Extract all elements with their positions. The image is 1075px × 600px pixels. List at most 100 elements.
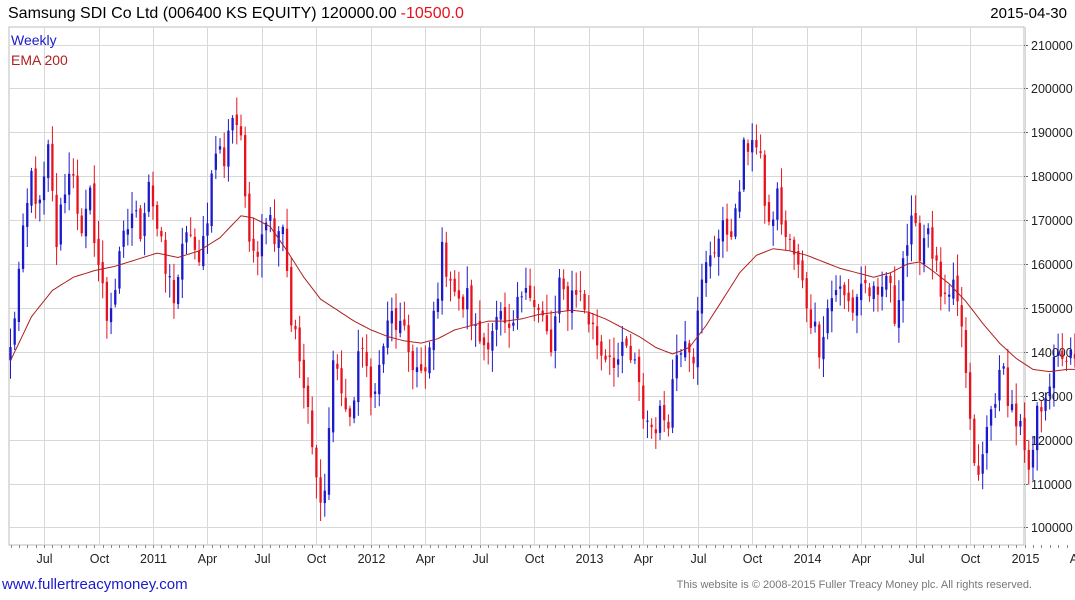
- candle-body: [654, 429, 657, 434]
- candle-body: [114, 290, 117, 305]
- candle-body: [344, 397, 347, 410]
- candle-body: [1002, 366, 1005, 369]
- chart-title: Samsung SDI Co Ltd (006400 KS EQUITY) 12…: [8, 5, 464, 23]
- candle-body: [1052, 356, 1056, 389]
- candle-body: [868, 287, 871, 297]
- candle-body: [570, 290, 574, 313]
- candle-body: [147, 181, 150, 212]
- candle-body: [725, 218, 729, 235]
- candle-body: [369, 366, 373, 398]
- candle-body: [487, 342, 490, 350]
- candle-body: [646, 420, 649, 422]
- candle-body: [390, 311, 393, 324]
- candle-body: [847, 292, 850, 302]
- candle-body: [663, 404, 666, 421]
- candle-body: [361, 347, 364, 349]
- candle-body: [373, 391, 377, 394]
- candle-body: [629, 345, 632, 361]
- candle-body: [101, 262, 104, 284]
- candle-body: [512, 322, 515, 326]
- candle-body: [172, 279, 176, 304]
- x-tick-label: Oct: [743, 552, 763, 566]
- candle-body: [122, 230, 125, 247]
- candle-body: [306, 385, 310, 407]
- candle-body: [508, 323, 511, 328]
- candle-body: [671, 379, 674, 428]
- candle-body: [809, 309, 813, 328]
- x-tick-label: Jul: [37, 552, 53, 566]
- y-tick-label: 180000: [1031, 170, 1073, 184]
- candle-body: [336, 363, 339, 369]
- candle-body: [696, 310, 699, 368]
- candle-body: [742, 139, 745, 190]
- candle-body: [193, 236, 197, 250]
- candle-body: [285, 228, 289, 271]
- candle-body: [399, 320, 402, 334]
- candle-body: [973, 418, 976, 464]
- candle-body: [139, 208, 142, 239]
- candle-body: [667, 421, 670, 429]
- candle-body: [650, 424, 653, 428]
- candle-body: [998, 369, 1001, 401]
- candle-body: [38, 199, 41, 204]
- candle-body: [294, 326, 297, 330]
- candle-body: [927, 228, 930, 235]
- x-tick-label: Apr: [634, 552, 653, 566]
- candle-body: [834, 290, 838, 296]
- candle-body: [466, 288, 469, 310]
- candle-body: [63, 194, 67, 204]
- candle-body: [340, 368, 343, 394]
- candle-body: [210, 173, 213, 227]
- candle-body: [185, 232, 188, 243]
- candle-body: [566, 286, 569, 311]
- candle-body: [482, 337, 486, 346]
- candle-body: [415, 367, 419, 373]
- y-tick-label: 150000: [1031, 302, 1073, 316]
- x-tick-label: Oct: [525, 552, 545, 566]
- candle-body: [776, 188, 779, 220]
- candle-body: [206, 223, 209, 236]
- candle-body: [1019, 420, 1022, 427]
- candle-body: [713, 252, 716, 254]
- candle-body: [403, 319, 406, 326]
- candle-body: [818, 324, 821, 358]
- candle-body: [269, 215, 272, 221]
- candle-body: [181, 243, 184, 280]
- y-tick-label: 160000: [1031, 258, 1073, 272]
- candle-body: [227, 130, 230, 167]
- candle-body: [13, 318, 16, 345]
- candle-body: [290, 266, 293, 326]
- x-tick-label: Apr: [852, 552, 871, 566]
- candle-body: [767, 202, 771, 222]
- candle-body: [239, 126, 243, 136]
- candle-body: [478, 320, 481, 342]
- candle-body: [197, 250, 201, 263]
- candle-body: [440, 241, 444, 301]
- chart-date: 2015-04-30: [990, 5, 1067, 22]
- candle-body: [943, 292, 947, 294]
- website-link[interactable]: www.fullertreacymoney.com: [2, 576, 188, 593]
- candle-body: [805, 278, 808, 309]
- candle-body: [1027, 449, 1030, 470]
- y-tick-label: 130000: [1031, 390, 1073, 404]
- x-tick-label: 2012: [358, 552, 386, 566]
- candle-body: [1056, 351, 1060, 356]
- x-tick-label: 2013: [576, 552, 604, 566]
- legend-weekly: Weekly: [11, 32, 57, 48]
- ema-200-line: [10, 215, 1075, 373]
- x-tick-label: Jul: [691, 552, 707, 566]
- candle-body: [407, 325, 410, 353]
- x-tick-label: Jul: [255, 552, 271, 566]
- candle-body: [218, 146, 222, 150]
- candle-body: [357, 351, 360, 403]
- candle-body: [273, 218, 276, 245]
- candle-body: [801, 260, 804, 281]
- candle-body: [365, 351, 368, 367]
- candle-body: [989, 409, 993, 426]
- candle-body: [436, 298, 440, 313]
- candle-body: [608, 355, 611, 358]
- candle-body: [604, 355, 607, 360]
- candle-body: [587, 312, 590, 325]
- candle-body: [956, 275, 959, 302]
- candle-body: [851, 297, 854, 313]
